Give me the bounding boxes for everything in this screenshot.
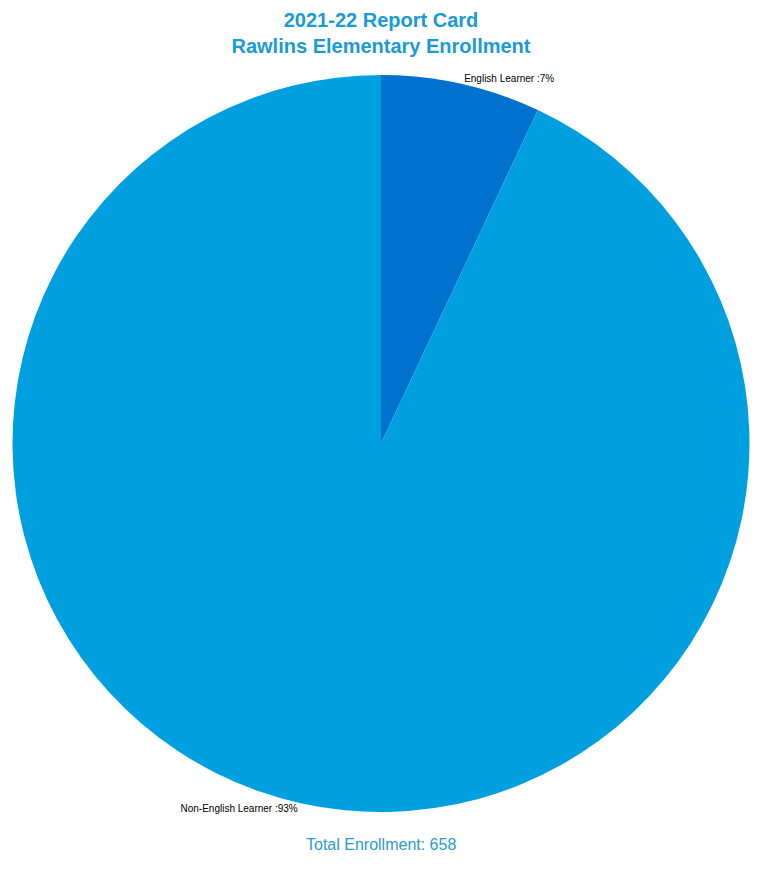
svg-text:2021-22 Report CardRawlins Ele: 2021-22 Report CardRawlins Elementary En…: [232, 9, 531, 57]
svg-text:English Learner :7%: English Learner :7%: [464, 73, 554, 84]
svg-text:Total Enrollment: 658: Total Enrollment: 658: [306, 836, 456, 853]
svg-text:Non-English Learner :93%: Non-English Learner :93%: [180, 803, 297, 814]
